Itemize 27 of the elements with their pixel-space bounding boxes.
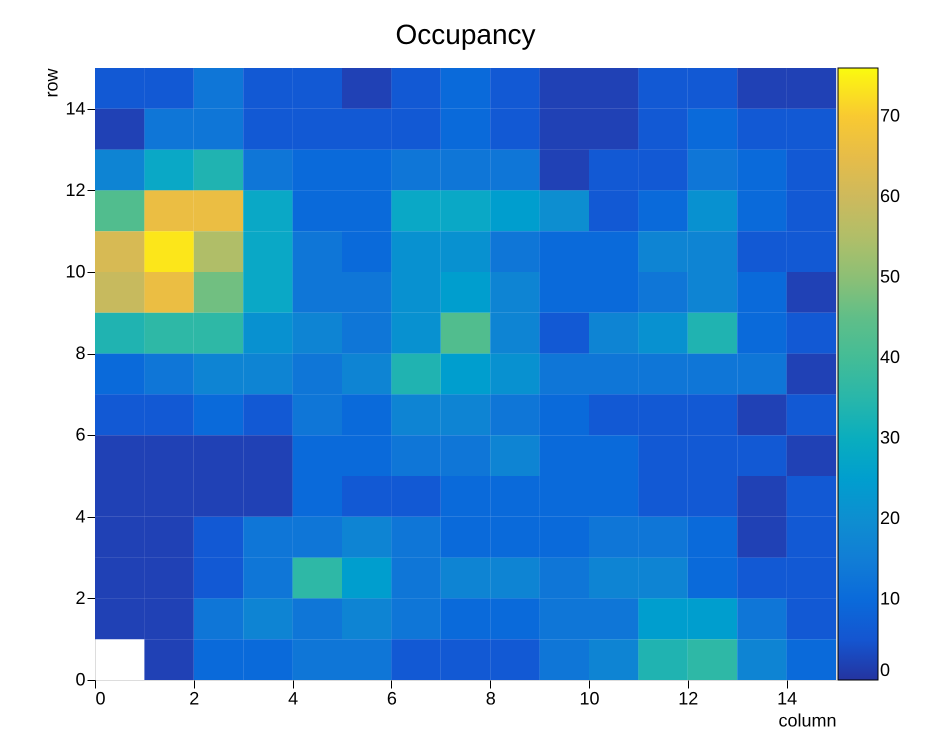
x-tick-label: 10 (579, 688, 600, 708)
y-tick-label: 4 (75, 506, 86, 526)
x-tick-label: 14 (777, 688, 798, 708)
color-bar-label: 30 (880, 427, 900, 448)
x-tick-label: 4 (288, 688, 298, 708)
chart-title: Occupancy (395, 19, 536, 50)
x-tick-label: 12 (678, 688, 698, 708)
color-bar-label: 10 (880, 588, 900, 608)
y-tick-label: 0 (75, 670, 86, 690)
y-tick-label: 10 (65, 262, 86, 282)
color-bar-label: 60 (880, 186, 900, 206)
y-tick-label: 8 (75, 343, 86, 364)
color-bar-label: 50 (880, 266, 900, 286)
x-tick-label: 6 (386, 688, 397, 708)
y-axis-title: row (41, 68, 62, 98)
y-tick-label: 2 (75, 588, 86, 608)
x-tick-label: 2 (189, 688, 200, 708)
x-tick-label: 8 (486, 688, 496, 708)
y-tick-label: 6 (75, 424, 86, 445)
y-tick-label: 14 (65, 98, 86, 118)
color-bar-label: 20 (880, 508, 900, 528)
color-bar-label: 0 (880, 660, 890, 680)
y-tick-label: 12 (65, 180, 86, 200)
x-tick-label: 0 (96, 688, 106, 708)
color-bar-label: 70 (880, 105, 900, 126)
x-axis-title: column (778, 710, 836, 730)
color-bar-label: 40 (880, 346, 900, 367)
